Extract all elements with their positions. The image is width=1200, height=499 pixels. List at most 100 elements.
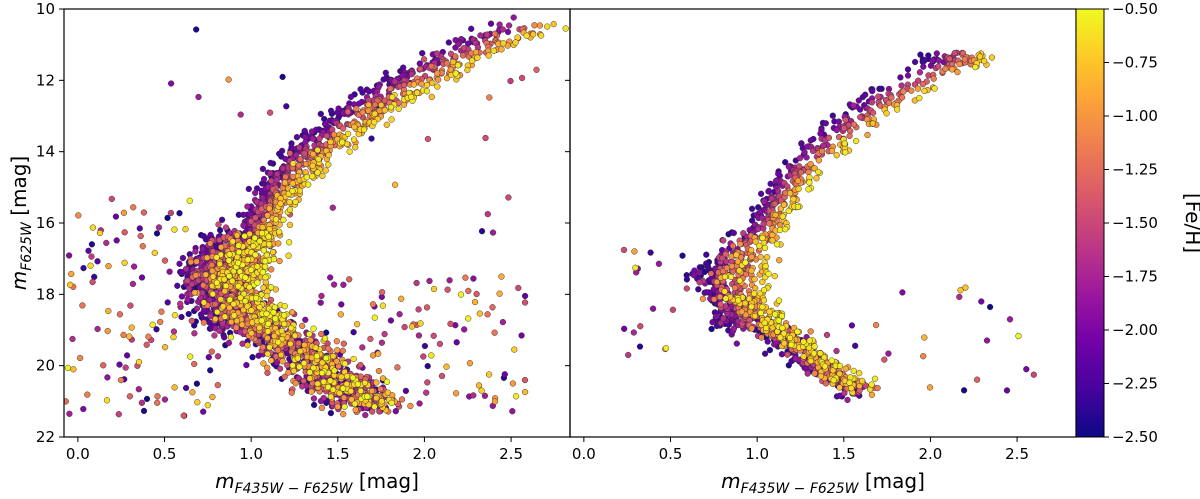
- scatter-point: [447, 66, 454, 73]
- scatter-point: [279, 73, 286, 81]
- scatter-point: [229, 238, 236, 245]
- scatter-point: [193, 380, 201, 387]
- scatter-point: [84, 391, 91, 398]
- scatter-point: [209, 393, 216, 401]
- y-tick-label: 14: [36, 143, 55, 161]
- scatter-point: [773, 241, 781, 248]
- scatter-point: [300, 377, 307, 385]
- scatter-point: [240, 211, 247, 218]
- scatter-point: [662, 345, 670, 352]
- scatter-point: [820, 142, 827, 149]
- y-tick-label: 16: [36, 214, 55, 232]
- scatter-point: [245, 185, 252, 193]
- scatter-point: [961, 56, 968, 63]
- scatter-point: [207, 231, 214, 239]
- scatter-point: [258, 229, 266, 237]
- scatter-point: [904, 66, 912, 73]
- scatter-point: [364, 393, 371, 400]
- scatter-point: [182, 265, 190, 273]
- scatter-point: [864, 131, 871, 139]
- x-tick-label: 2.0: [919, 445, 943, 463]
- scatter-point: [751, 276, 758, 283]
- scatter-point: [736, 277, 743, 284]
- scatter-point: [281, 179, 289, 186]
- scatter-point: [318, 404, 326, 412]
- right-y-ticks: [565, 8, 570, 438]
- scatter-point: [184, 277, 191, 284]
- scatter-point: [810, 350, 818, 357]
- scatter-point: [748, 325, 755, 332]
- scatter-point: [80, 405, 87, 413]
- scatter-point: [217, 244, 225, 251]
- scatter-point: [314, 146, 321, 154]
- scatter-point: [121, 259, 128, 266]
- scatter-point: [126, 333, 133, 340]
- scatter-point: [234, 259, 242, 267]
- scatter-point: [415, 332, 423, 339]
- scatter-point: [388, 399, 395, 407]
- scatter-point: [800, 338, 807, 345]
- x-tick-label: 0.0: [66, 445, 90, 463]
- scatter-point: [761, 319, 768, 326]
- colorbar-tick-label: −2.50: [1112, 428, 1158, 446]
- scatter-point: [443, 75, 451, 82]
- scatter-point: [303, 174, 310, 181]
- scatter-point: [398, 295, 405, 302]
- left-panel: 0.0 0.5 1.0 1.5 2.0 2.5 10 12 14 16 18 20 22 mF435W…: [7, 0, 571, 497]
- scatter-point: [292, 198, 299, 206]
- scatter-point: [931, 85, 938, 92]
- scatter-point: [807, 328, 814, 335]
- scatter-point: [988, 54, 996, 61]
- scatter-point: [869, 109, 877, 116]
- scatter-point: [330, 281, 338, 288]
- left-x-axis-label: mF435W − F625W [mag]: [215, 469, 419, 497]
- scatter-point: [935, 63, 942, 70]
- scatter-point: [512, 39, 519, 46]
- scatter-point: [200, 299, 208, 306]
- scatter-point: [914, 85, 922, 92]
- scatter-point: [408, 323, 416, 330]
- scatter-point: [416, 60, 423, 67]
- scatter-point: [127, 302, 134, 309]
- scatter-point: [898, 94, 906, 101]
- scatter-point: [855, 97, 862, 104]
- scatter-point: [289, 362, 296, 369]
- scatter-point: [180, 412, 187, 419]
- scatter-point: [256, 238, 263, 245]
- scatter-point: [933, 50, 940, 57]
- scatter-point: [888, 94, 895, 101]
- scatter-point: [760, 198, 768, 205]
- scatter-point: [301, 127, 308, 135]
- scatter-point: [357, 361, 364, 369]
- scatter-point: [721, 288, 728, 295]
- scatter-point: [781, 340, 788, 347]
- scatter-point: [696, 279, 703, 286]
- scatter-point: [314, 380, 321, 387]
- scatter-point: [306, 375, 313, 382]
- scatter-point: [178, 313, 185, 321]
- scatter-point: [277, 351, 285, 359]
- scatter-point: [226, 272, 233, 280]
- scatter-point: [219, 303, 227, 310]
- scatter-point: [191, 289, 198, 296]
- scatter-point: [104, 327, 111, 335]
- scatter-point: [321, 120, 329, 127]
- scatter-point: [760, 297, 768, 304]
- scatter-point: [365, 401, 372, 408]
- scatter-point: [281, 373, 288, 380]
- scatter-point: [471, 298, 479, 306]
- scatter-point: [424, 362, 431, 370]
- scatter-point: [208, 348, 215, 355]
- scatter-point: [339, 347, 346, 354]
- scatter-point: [921, 87, 928, 95]
- scatter-point: [264, 350, 271, 358]
- scatter-point: [242, 297, 249, 305]
- scatter-point: [898, 82, 905, 89]
- scatter-point: [200, 408, 207, 415]
- scatter-point: [333, 358, 340, 365]
- scatter-point: [259, 165, 267, 173]
- left-y-ticks: 10 12 14 16 18 20 22: [36, 0, 64, 446]
- scatter-point: [194, 399, 201, 406]
- scatter-point: [94, 258, 101, 265]
- scatter-point: [88, 241, 96, 248]
